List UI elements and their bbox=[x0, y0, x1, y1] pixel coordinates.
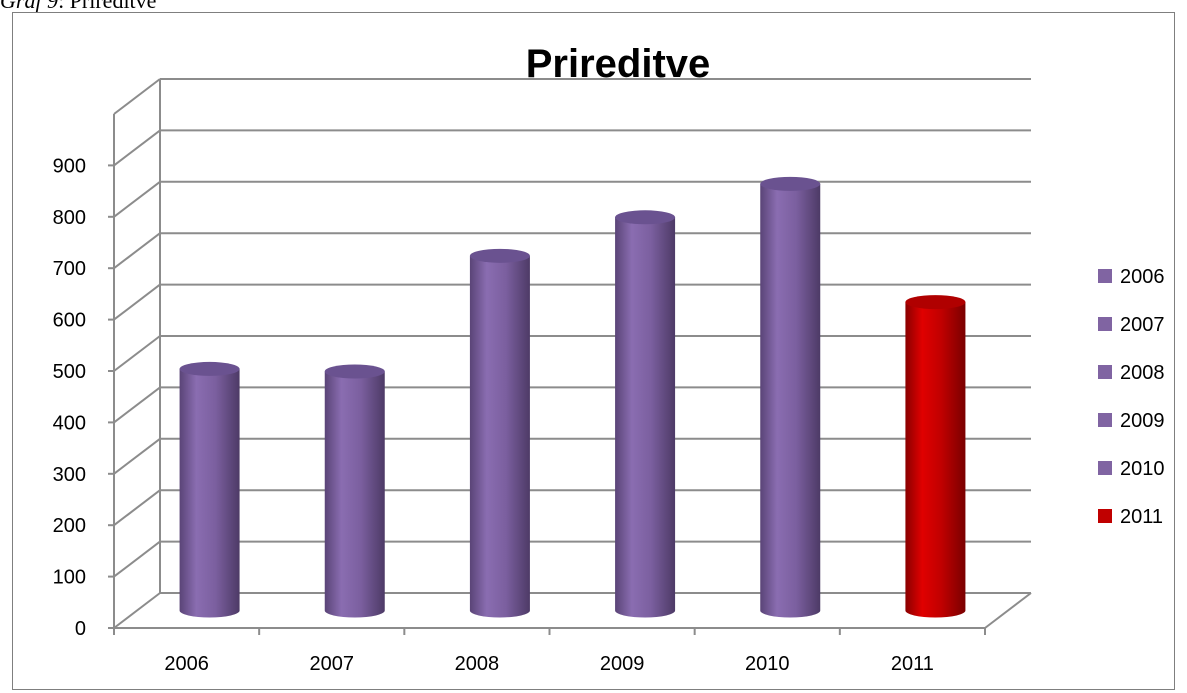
y-tick-label: 800 bbox=[53, 207, 86, 229]
x-tick-label: 2009 bbox=[600, 653, 645, 675]
x-tick-label: 2010 bbox=[745, 653, 790, 675]
bar-body bbox=[760, 183, 821, 618]
x-tick-label: 2008 bbox=[455, 653, 500, 675]
y-tick-label: 600 bbox=[53, 310, 86, 332]
bar-top bbox=[469, 248, 530, 263]
bar-body bbox=[615, 217, 676, 618]
y-tick-label: 100 bbox=[53, 567, 86, 589]
bar-body bbox=[324, 371, 385, 618]
bar-body bbox=[469, 255, 530, 618]
y-tick-label: 0 bbox=[75, 618, 86, 640]
x-tick-label: 2007 bbox=[310, 653, 355, 675]
side-gridline-800 bbox=[113, 181, 161, 218]
legend-swatch bbox=[1098, 509, 1112, 523]
legend-swatch bbox=[1098, 317, 1112, 331]
legend-swatch bbox=[1098, 413, 1112, 427]
bar-top bbox=[324, 364, 385, 379]
bar-2008 bbox=[469, 248, 530, 618]
y-tick-label: 900 bbox=[53, 155, 86, 177]
bar-2009 bbox=[615, 210, 676, 618]
side-gridline-0 bbox=[113, 592, 161, 629]
side-gridline-700 bbox=[113, 232, 161, 269]
side-gridline-top bbox=[113, 78, 161, 115]
bar-2007 bbox=[324, 364, 385, 618]
side-gridline-200 bbox=[113, 489, 161, 526]
side-gridline-500 bbox=[113, 335, 161, 372]
x-axis-ticks: 2006 2007 2008 2009 2010 2011 bbox=[164, 653, 934, 675]
figure-caption: Graf 9: Prireditve bbox=[0, 0, 156, 14]
legend-label: 2007 bbox=[1120, 314, 1165, 336]
legend-label: 2009 bbox=[1120, 410, 1165, 432]
bar-body bbox=[905, 302, 966, 618]
bar-top bbox=[179, 361, 240, 376]
caption-label: Graf 9 bbox=[0, 0, 59, 13]
side-gridline-100 bbox=[113, 540, 161, 578]
legend-label: 2011 bbox=[1120, 506, 1163, 528]
caption-text: : Prireditve bbox=[58, 0, 157, 13]
legend-label: 2010 bbox=[1120, 458, 1165, 480]
legend-swatch bbox=[1098, 461, 1112, 475]
bar-top bbox=[905, 295, 966, 310]
gridlines bbox=[113, 78, 1031, 629]
y-axis-ticks: 0 100 200 300 400 500 600 700 800 900 bbox=[53, 155, 86, 640]
bar-2010 bbox=[760, 176, 821, 618]
bar-top bbox=[760, 176, 821, 191]
bar-2006 bbox=[179, 361, 240, 618]
y-tick-label: 300 bbox=[53, 464, 86, 486]
legend-swatch bbox=[1098, 365, 1112, 379]
bar-body bbox=[179, 368, 240, 618]
x-tick-label: 2011 bbox=[891, 653, 934, 675]
legend-label: 2008 bbox=[1120, 362, 1165, 384]
side-gridline-300 bbox=[113, 438, 161, 475]
side-gridline-600 bbox=[113, 283, 161, 321]
bars bbox=[179, 176, 966, 618]
y-tick-label: 200 bbox=[53, 515, 86, 537]
legend: 2006 2007 2008 2009 2010 2011 bbox=[1098, 266, 1165, 528]
y-tick-label: 400 bbox=[53, 412, 86, 434]
y-tick-label: 500 bbox=[53, 361, 86, 383]
x-tick-label: 2006 bbox=[164, 653, 209, 675]
legend-swatch bbox=[1098, 269, 1112, 283]
y-tick-label: 700 bbox=[53, 258, 86, 280]
floor-right-edge bbox=[984, 592, 1032, 629]
side-gridline-400 bbox=[113, 386, 161, 424]
axes bbox=[108, 79, 1032, 635]
legend-label: 2006 bbox=[1120, 266, 1165, 288]
bar-2011 bbox=[905, 295, 966, 618]
side-gridline-900 bbox=[113, 129, 161, 167]
bar-top bbox=[615, 210, 676, 225]
